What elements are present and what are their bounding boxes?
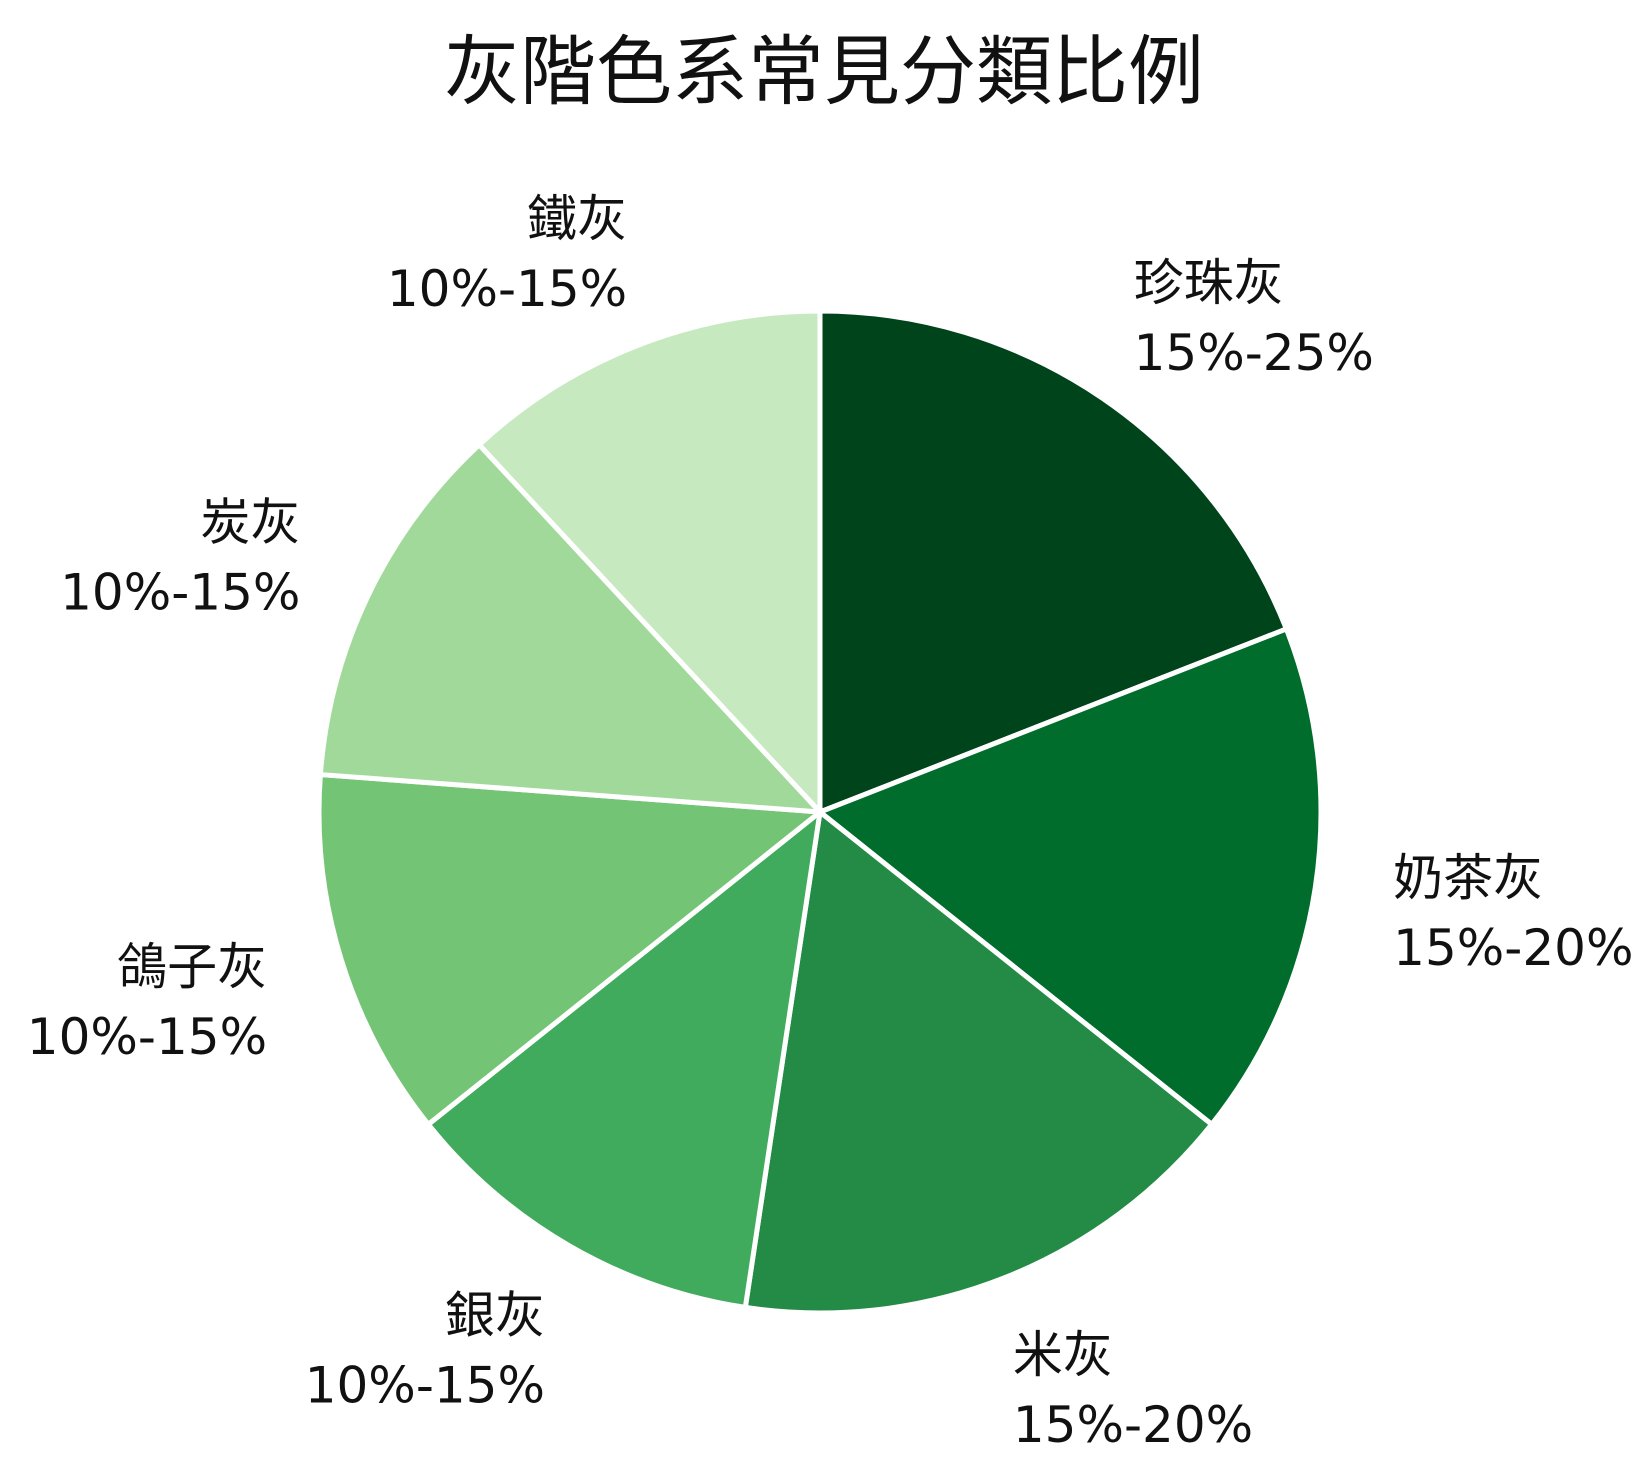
- slice-label: 炭灰: [200, 493, 300, 551]
- slice-range-label: 15%-20%: [1013, 1396, 1253, 1454]
- slice-range-label: 10%-15%: [27, 1008, 267, 1066]
- slice-label: 米灰: [1013, 1326, 1113, 1384]
- pie-slice: [316, 772, 823, 1127]
- pie-slice: [425, 809, 823, 1310]
- slice-range-label: 10%-15%: [387, 260, 627, 318]
- pie-slice: [476, 308, 823, 815]
- chart-title: 灰階色系常見分類比例: [444, 27, 1204, 116]
- slice-label: 奶茶灰: [1393, 849, 1543, 907]
- slice-range-label: 10%-15%: [60, 563, 300, 621]
- slice-label: 鴿子灰: [117, 938, 267, 996]
- slice-label: 鐵灰: [527, 190, 627, 248]
- pie-slice: [817, 626, 1324, 1127]
- pie-slice: [317, 442, 823, 815]
- pie-labels: 珍珠灰 15%-25% 奶茶灰 15%-20% 米灰 15%-20% 銀灰 10%-15% 鴿子…: [27, 190, 1634, 1454]
- slice-label: 銀灰: [445, 1286, 545, 1344]
- pie-slice: [817, 308, 1289, 815]
- slice-range-label: 15%-25%: [1134, 324, 1374, 382]
- pie-slice: [742, 809, 1215, 1316]
- pie-slices: [316, 308, 1324, 1316]
- slice-range-label: 10%-15%: [305, 1356, 545, 1414]
- slice-range-label: 15%-20%: [1393, 919, 1633, 977]
- slice-label: 珍珠灰: [1134, 254, 1284, 312]
